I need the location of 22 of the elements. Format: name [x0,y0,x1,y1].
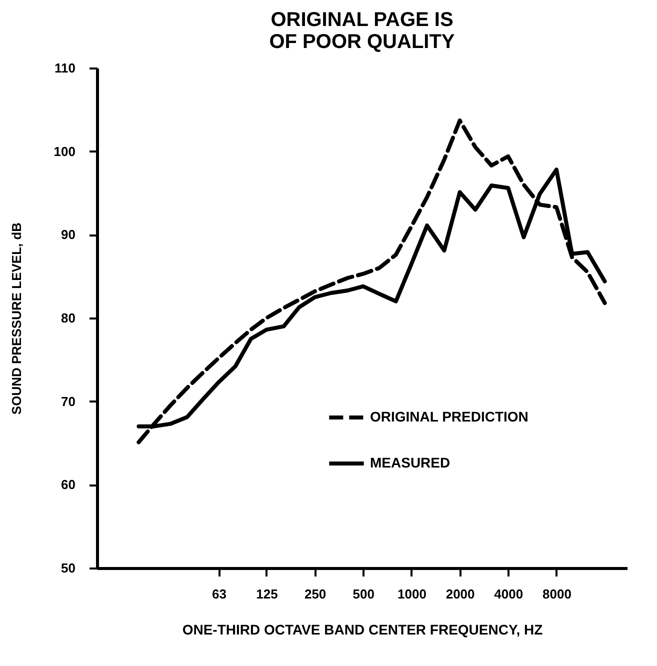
y-tick-label: 90 [61,227,76,242]
y-tick-label: 80 [61,310,76,326]
line-series [136,118,607,444]
x-tick-label: 500 [352,586,374,602]
x-axis-title: ONE-THIRD OCTAVE BAND CENTER FREQUENCY, HZ [182,622,544,638]
x-tick-label: 125 [256,586,278,602]
x-tick-label: 250 [304,586,326,602]
x-tick-label: 2000 [446,586,475,602]
text: ORIGINAL PAGE IS [270,9,454,31]
y-tick-label: 100 [54,144,76,159]
legend-label: ORIGINAL PREDICTION [370,408,528,424]
y-tick-label: 110 [54,60,76,76]
legend-label: MEASURED [370,454,450,470]
y-axis-title: SOUND PRESSURE LEVEL, dB [8,222,24,415]
x-tick-label: 8000 [542,586,572,602]
x-tick-label: 4000 [494,586,524,602]
text: OF POOR QUALITY [269,31,456,53]
y-tick-label: 70 [61,394,76,409]
y-tick-label: 60 [61,477,76,492]
y-tick-label: 50 [61,560,76,576]
x-tick-label: 63 [212,586,226,602]
x-tick-label: 1000 [398,586,426,602]
